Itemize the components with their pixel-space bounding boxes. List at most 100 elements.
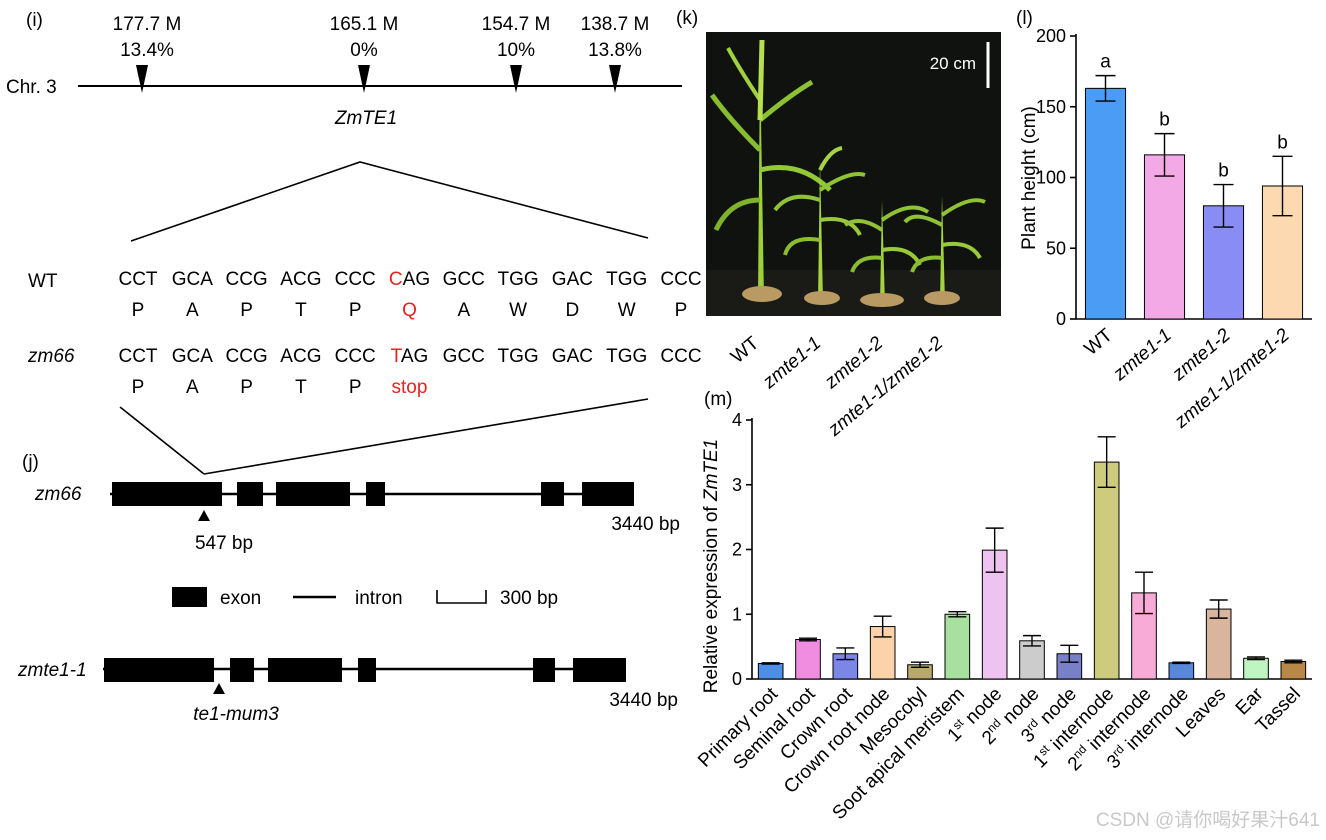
exon-block (573, 658, 626, 682)
gene-structure-legend: exon intron 300 bp (172, 587, 558, 609)
bar (1205, 608, 1232, 680)
plant-zmte1-1-zmte1-2 (903, 195, 986, 305)
bar (1084, 87, 1127, 320)
category-label: zmte1-1 (1109, 325, 1176, 386)
exon-block (582, 482, 634, 506)
significance-letter: b (1159, 110, 1170, 131)
bar (1280, 661, 1307, 680)
exon-block (237, 482, 263, 506)
plant-photo: 20 cm (706, 32, 1001, 316)
mutation-site-icon (198, 510, 210, 521)
marker-triangle-icon (510, 65, 522, 93)
bar (1243, 657, 1269, 680)
mutant-row-label: zm66 (27, 346, 75, 367)
wt-codon: CCT (118, 269, 157, 290)
wt-amino-acid: T (295, 300, 307, 321)
wt-row-label: WT (28, 271, 58, 292)
exon-block (533, 658, 555, 682)
wt-amino-acid: W (618, 300, 636, 321)
bar (1168, 662, 1195, 680)
significance-letter: b (1218, 161, 1229, 182)
mutant-sequence: CCT GCA CCG ACG CCC TAG GCC TGG GAC TGG CCC (118, 346, 701, 367)
panel-label-j: (j) (22, 452, 39, 473)
codon-rest: AG (403, 269, 430, 290)
wt-amino-acid: Q (402, 300, 417, 321)
marker-triangle-icon (609, 65, 621, 93)
gene-structure-zm66: zm66 547 bp 3440 bp (34, 482, 680, 554)
chart-m-ylabel-gene: ZmTE1 (701, 439, 722, 502)
wt-amino-acid: W (509, 300, 527, 321)
mutated-base: T (391, 346, 403, 367)
y-tick-label: 0 (1056, 309, 1066, 329)
wt-amino-acid: P (240, 300, 253, 321)
exon-legend-swatch (172, 587, 207, 607)
watermark: CSDN @请你喝好果汁641 (1096, 809, 1320, 831)
y-tick-label: 4 (732, 410, 742, 430)
y-tick-label: 150 (1036, 97, 1066, 117)
mutant-amino-acid: P (240, 377, 253, 398)
marker-triangle-icon (136, 65, 148, 93)
y-tick-label: 3 (732, 475, 742, 495)
marker-percent: 0% (350, 40, 378, 61)
gene-label: ZmTE1 (334, 108, 397, 129)
mutant-codon: ACG (280, 346, 321, 367)
wt-codon: CCC (660, 269, 701, 290)
wt-codon: GAC (552, 269, 593, 290)
mutant-codon: TAG (391, 346, 429, 367)
wt-amino-acid: P (675, 300, 688, 321)
mutant-amino-acid: stop (392, 377, 428, 398)
wt-sequence: CCT GCA CCG ACG CCC CAG GCC TGG GAC TGG CCC (118, 269, 701, 290)
bar (1143, 154, 1186, 320)
marker-percent: 10% (497, 40, 535, 61)
exon-block (104, 658, 214, 682)
mutant-amino-acid: A (186, 377, 199, 398)
exon-block (112, 482, 222, 506)
zoom-line-right (203, 398, 649, 475)
marker-triangle-icon (358, 65, 370, 93)
gene-length: 3440 bp (611, 514, 680, 535)
allele-name: zm66 (34, 484, 82, 505)
exon-block (358, 658, 376, 682)
plant-height-chart: 050100150200aWTbzmte1-1bzmte1-2bzmte1-1/… (1036, 26, 1312, 433)
marker-position: 165.1 M (330, 14, 399, 35)
gene-length: 3440 bp (609, 690, 678, 711)
wt-codon: TGG (606, 269, 647, 290)
mutant-amino-acid: P (349, 377, 362, 398)
insertion-site-icon (213, 683, 225, 694)
mutant-codon: GCA (172, 346, 214, 367)
scale-bar-icon (436, 590, 487, 604)
intron-legend-label: intron (355, 588, 403, 609)
mutant-codon: TGG (498, 346, 539, 367)
mutation-site-label: 547 bp (195, 533, 253, 554)
codon-rest: AG (401, 346, 428, 367)
wt-codon: GCC (443, 269, 485, 290)
scale-bar-label: 300 bp (500, 588, 558, 609)
y-tick-label: 1 (732, 604, 742, 624)
genotype-label: zmte1-1 (758, 333, 825, 394)
wt-amino-acid: D (566, 300, 580, 321)
bar (757, 662, 784, 680)
marker-position: 138.7 M (581, 14, 650, 35)
y-tick-label: 200 (1036, 26, 1066, 46)
exon-block (268, 658, 342, 682)
marker-triangles (136, 65, 621, 93)
wt-amino-acid: A (186, 300, 199, 321)
exon-block (276, 482, 350, 506)
exon-legend-label: exon (220, 588, 261, 609)
mutant-codon: CCC (335, 346, 376, 367)
exon-block (541, 482, 564, 506)
y-tick-label: 2 (732, 540, 742, 560)
wt-amino-acid: A (457, 300, 470, 321)
y-tick-label: 0 (732, 669, 742, 689)
chart-m-ylabel-text: Relative expression of (701, 501, 722, 693)
y-tick-label: 100 (1036, 168, 1066, 188)
chromosome-label: Chr. 3 (6, 77, 57, 98)
photo-genotype-labels: WT zmte1-1 zmte1-2 zmte1-1/zmte1-2 (727, 332, 947, 441)
gene-structure-zmte1-1: zmte1-1 te1-mum3 3440 bp (17, 658, 678, 725)
mutant-codon: CCG (225, 346, 267, 367)
genotype-label: WT (727, 332, 763, 367)
mutant-codon: GAC (552, 346, 593, 367)
plant-zmte1-1 (773, 146, 866, 305)
